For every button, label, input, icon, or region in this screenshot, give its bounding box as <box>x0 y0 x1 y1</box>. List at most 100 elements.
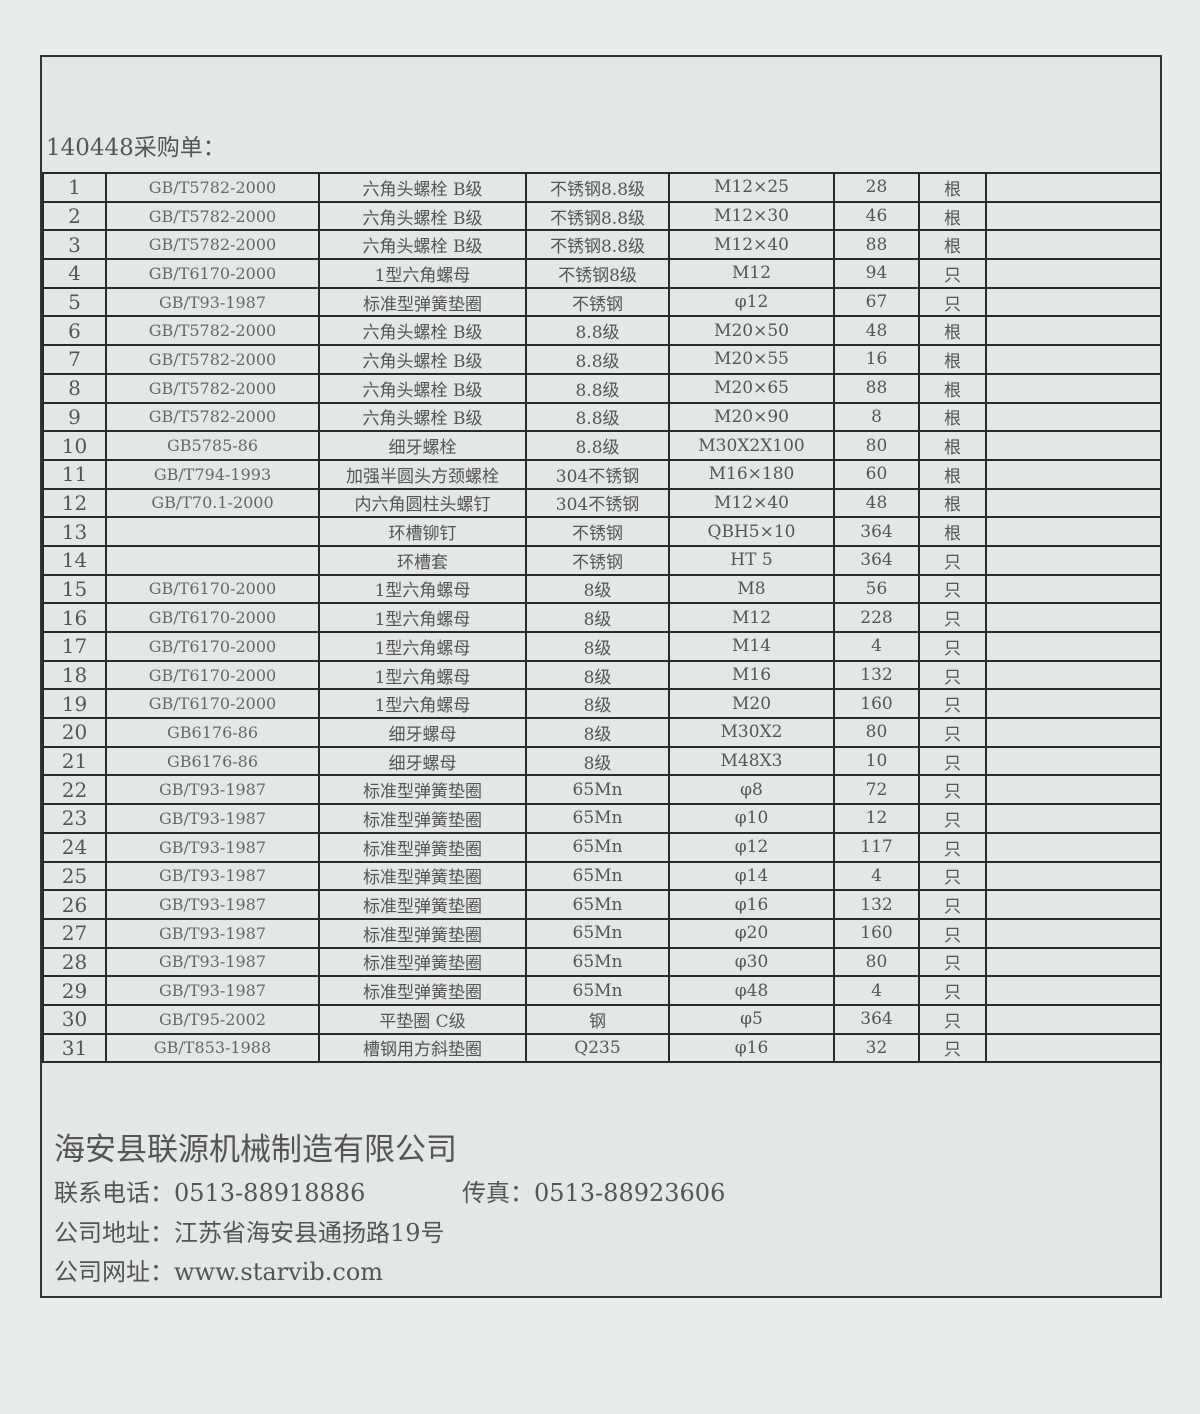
blank-cell <box>985 258 1162 289</box>
table-row: 24 GB/T93-1987 标准型弹簧垫圈 65Mn φ12 117 只 <box>42 831 1162 863</box>
quantity-cell: 48 <box>833 487 920 519</box>
unit-cell: 只 <box>918 544 987 576</box>
unit-cell: 根 <box>918 315 987 347</box>
specification-cell: M12 <box>668 258 835 289</box>
material-cell: 65Mn <box>525 831 670 863</box>
table-row: 31 GB/T853-1988 槽钢用方斜垫圈 Q235 φ16 32 只 <box>42 1032 1162 1064</box>
table-row: 11 GB/T794-1993 加强半圆头方颈螺栓 304不锈钢 M16×180 60 根 <box>42 458 1162 490</box>
item-number-cell: 19 <box>42 688 107 720</box>
standard-cell: GB/T93-1987 <box>105 860 320 892</box>
specification-cell: φ8 <box>668 774 835 806</box>
item-number-cell: 16 <box>42 602 107 633</box>
material-cell: 8级 <box>525 631 670 662</box>
table-row: 28 GB/T93-1987 标准型弹簧垫圈 65Mn φ30 80 只 <box>42 946 1162 978</box>
blank-cell <box>985 344 1162 375</box>
material-cell: 65Mn <box>525 860 670 892</box>
blank-cell <box>985 200 1162 232</box>
table-row: 26 GB/T93-1987 标准型弹簧垫圈 65Mn φ16 132 只 <box>42 889 1162 920</box>
standard-cell: GB/T93-1987 <box>105 831 320 863</box>
phone: 联系电话：0513-88918886 <box>54 1179 366 1207</box>
table-row: 30 GB/T95-2002 平垫圈 C级钢 φ5 364 只 <box>42 1003 1162 1035</box>
table-row: 15 GB/T6170-2000 1型六角螺母 8级 M8 56 只 <box>42 573 1162 605</box>
blank-cell <box>985 430 1162 461</box>
item-number-cell: 7 <box>42 344 107 375</box>
table-row: 6 GB/T5782-2000 六角头螺栓 B级 8.8级 M20×50 48 根 <box>42 315 1162 347</box>
table-row: 16 GB/T6170-2000 1型六角螺母 8级 M12 228 只 <box>42 602 1162 633</box>
material-cell: 8.8级 <box>525 401 670 433</box>
blank-cell <box>985 631 1162 662</box>
item-number-cell: 12 <box>42 487 107 519</box>
material-cell: 65Mn <box>525 803 670 834</box>
specification-cell: φ14 <box>668 860 835 892</box>
item-name-cell: 六角头螺栓 B级 <box>318 200 527 232</box>
unit-cell: 只 <box>918 688 987 720</box>
item-name-cell: 平垫圈 C级 <box>318 1003 527 1035</box>
standard-cell: GB/T794-1993 <box>105 458 320 490</box>
blank-cell <box>985 1003 1162 1035</box>
item-number-cell: 10 <box>42 430 107 461</box>
standard-cell: GB/T5782-2000 <box>105 344 320 375</box>
unit-cell: 根 <box>918 516 987 547</box>
item-number-cell: 27 <box>42 917 107 949</box>
item-number-cell: 3 <box>42 229 107 261</box>
blank-cell <box>985 860 1162 892</box>
standard-cell <box>105 544 320 576</box>
quantity-cell: 10 <box>833 745 920 777</box>
item-name-cell: 1型六角螺母 <box>318 258 527 289</box>
item-number-cell: 9 <box>42 401 107 433</box>
quantity-cell: 4 <box>833 631 920 662</box>
standard-cell <box>105 516 320 547</box>
quantity-cell: 364 <box>833 544 920 576</box>
material-cell: 8.8级 <box>525 344 670 375</box>
item-name-cell: 内六角圆柱头螺钉 <box>318 487 527 519</box>
specification-cell: HT 5 <box>668 544 835 576</box>
item-name-cell: 1型六角螺母 <box>318 573 527 605</box>
specification-cell: φ16 <box>668 1032 835 1064</box>
material-cell: 不锈钢 <box>525 286 670 318</box>
unit-cell: 只 <box>918 803 987 834</box>
material-cell: 304不锈钢 <box>525 458 670 490</box>
unit-cell: 根 <box>918 430 987 461</box>
quantity-cell: 8 <box>833 401 920 433</box>
table-row: 8 GB/T5782-2000 六角头螺栓 B级 8.8级 M20×65 88 根 <box>42 372 1162 404</box>
material-cell: 8.8级 <box>525 430 670 461</box>
standard-cell: GB/T6170-2000 <box>105 688 320 720</box>
unit-cell: 根 <box>918 458 987 490</box>
standard-cell: GB/T93-1987 <box>105 946 320 978</box>
quantity-cell: 60 <box>833 458 920 490</box>
specification-cell: M8 <box>668 573 835 605</box>
standard-cell: GB/T6170-2000 <box>105 631 320 662</box>
blank-cell <box>985 745 1162 777</box>
blank-cell <box>985 774 1162 806</box>
standard-cell: GB/T6170-2000 <box>105 602 320 633</box>
quantity-cell: 32 <box>833 1032 920 1064</box>
item-name-cell: 标准型弹簧垫圈 <box>318 803 527 834</box>
quantity-cell: 56 <box>833 573 920 605</box>
item-name-cell: 六角头螺栓 B级 <box>318 401 527 433</box>
item-name-cell: 六角头螺栓 B级 <box>318 372 527 404</box>
item-name-cell: 六角头螺栓 B级 <box>318 172 527 203</box>
standard-cell: GB/T5782-2000 <box>105 229 320 261</box>
quantity-cell: 4 <box>833 975 920 1006</box>
blank-cell <box>985 573 1162 605</box>
item-name-cell: 细牙螺栓 <box>318 430 527 461</box>
item-name-cell: 1型六角螺母 <box>318 688 527 720</box>
item-name-cell: 1型六角螺母 <box>318 602 527 633</box>
specification-cell: φ5 <box>668 1003 835 1035</box>
specification-cell: M16 <box>668 659 835 691</box>
material-cell: 8级 <box>525 659 670 691</box>
company-name: 海安县联源机械制造有限公司 <box>54 1132 457 1168</box>
unit-cell: 只 <box>918 975 987 1006</box>
item-name-cell: 标准型弹簧垫圈 <box>318 286 527 318</box>
unit-cell: 根 <box>918 200 987 232</box>
table-row: 1 GB/T5782-2000 六角头螺栓 B级 不锈钢8.8级 M12×25 28 根 <box>42 172 1162 203</box>
unit-cell: 只 <box>918 1003 987 1035</box>
quantity-cell: 88 <box>833 229 920 261</box>
material-cell: 8级 <box>525 602 670 633</box>
standard-cell: GB/T5782-2000 <box>105 172 320 203</box>
unit-cell: 只 <box>918 631 987 662</box>
table-row: 22 GB/T93-1987 标准型弹簧垫圈 65Mn φ8 72 只 <box>42 774 1162 806</box>
blank-cell <box>985 516 1162 547</box>
standard-cell: GB/T93-1987 <box>105 889 320 920</box>
unit-cell: 只 <box>918 889 987 920</box>
